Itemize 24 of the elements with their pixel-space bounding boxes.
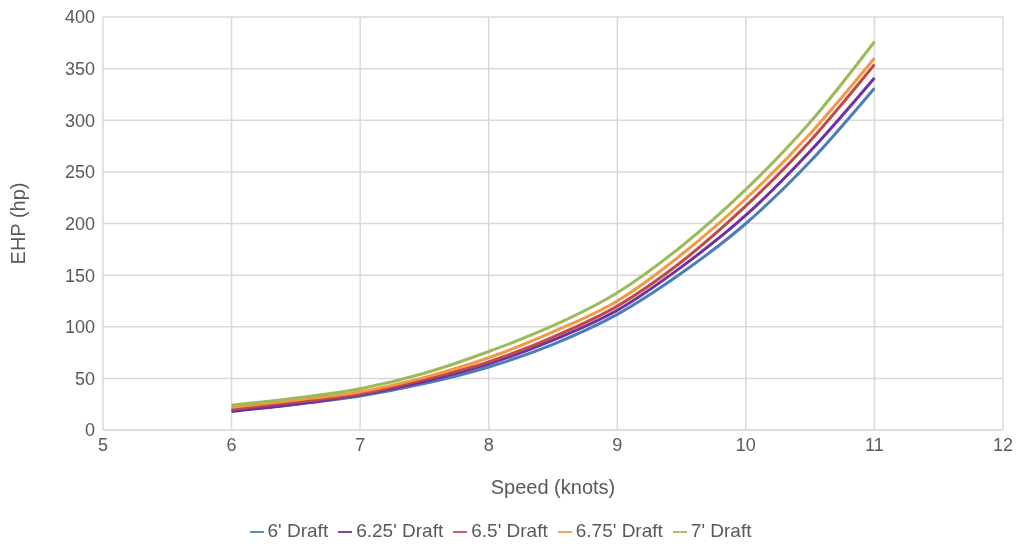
y-tick-label: 400: [64, 7, 95, 28]
x-tick-label: 5: [97, 434, 109, 455]
legend-label: 6.5' Draft: [471, 520, 548, 541]
x-axis-title: Speed (knots): [490, 476, 616, 499]
x-tick-label: 9: [612, 434, 623, 455]
y-tick-label: 100: [64, 317, 95, 338]
legend-label: 6.75' Draft: [575, 520, 663, 541]
y-tick-label: 50: [74, 368, 95, 389]
legend-label: 6.25' Draft: [356, 520, 444, 541]
y-tick-label: 250: [64, 162, 95, 183]
x-tick-label: 10: [735, 434, 756, 455]
legend-label: 7' Draft: [690, 520, 752, 541]
x-tick-label: 8: [483, 434, 494, 455]
y-tick-label: 300: [64, 110, 95, 131]
y-tick-label: 150: [64, 265, 95, 286]
x-tick-label: 11: [865, 434, 884, 455]
y-tick-label: 200: [64, 213, 95, 234]
x-tick-label: 6: [226, 434, 237, 455]
y-axis-title: EHP (hp): [7, 182, 30, 265]
y-tick-label: 0: [84, 420, 95, 441]
legend-label: 6' Draft: [267, 520, 329, 541]
y-tick-label: 350: [64, 59, 95, 80]
x-tick-label: 12: [992, 434, 1014, 455]
x-tick-label: 7: [355, 434, 366, 455]
